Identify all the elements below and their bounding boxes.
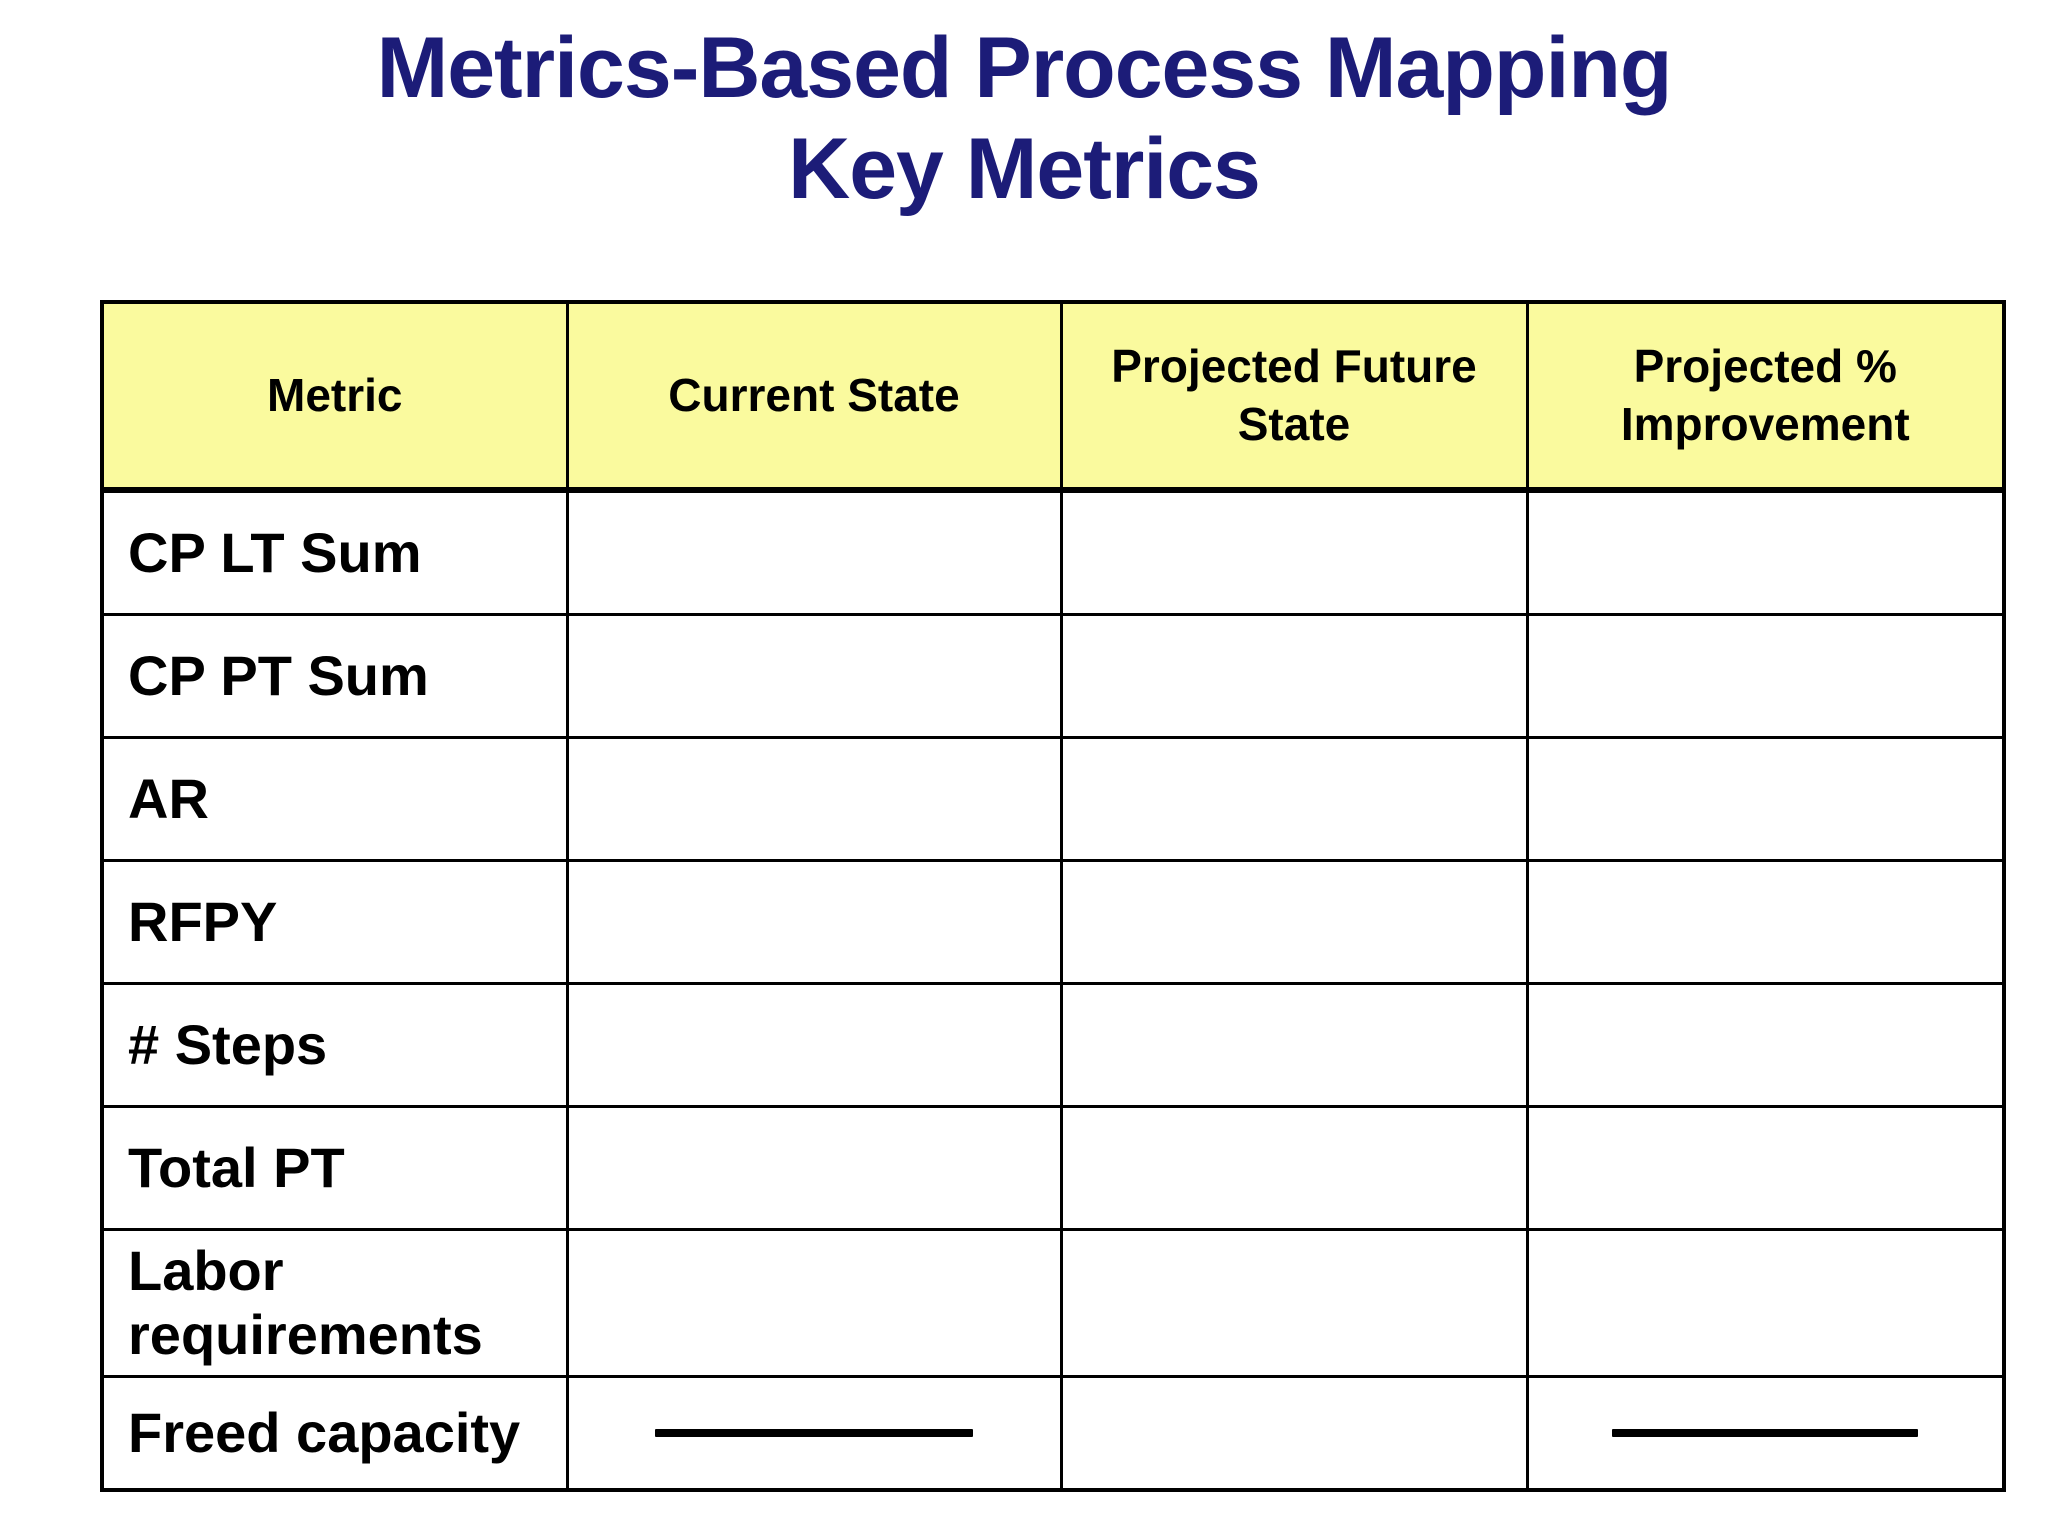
table-row-num-steps: # Steps: [100, 982, 2006, 1108]
current-state-cell: [565, 859, 1063, 985]
projected-pct-improvement-cell: [1525, 488, 2006, 616]
metric-label: CP PT Sum: [100, 613, 569, 739]
key-metrics-table: Metric Current State Projected Future St…: [100, 300, 2006, 1492]
projected-pct-improvement-cell: [1525, 1105, 2006, 1231]
table-row-cp-pt-sum: CP PT Sum: [100, 613, 2006, 739]
projected-future-state-cell: [1059, 1105, 1529, 1231]
header-row: Metric Current State Projected Future St…: [100, 300, 2006, 493]
na-dash-line: [655, 1429, 973, 1437]
metric-label: AR: [100, 736, 569, 862]
table-row-cp-lt-sum: CP LT Sum: [100, 488, 2006, 616]
col-header-projected-future-state: Projected Future State: [1059, 300, 1529, 493]
projected-future-state-cell: [1059, 982, 1529, 1108]
metric-label: RFPY: [100, 859, 569, 985]
metric-label: # Steps: [100, 982, 569, 1108]
current-state-cell: [565, 613, 1063, 739]
na-dash-line: [1612, 1429, 1919, 1437]
col-header-metric: Metric: [100, 300, 569, 493]
col-header-current-state: Current State: [565, 300, 1063, 493]
projected-pct-improvement-cell: [1525, 982, 2006, 1108]
projected-future-state-cell: [1059, 736, 1529, 862]
table-row-ar: AR: [100, 736, 2006, 862]
projected-future-state-cell: [1059, 488, 1529, 616]
current-state-cell: [565, 1228, 1063, 1378]
table-row-rfpy: RFPY: [100, 859, 2006, 985]
table-row-labor-requirements: Labor requirements: [100, 1228, 2006, 1378]
slide-title-line1: Metrics-Based Process Mapping: [376, 20, 1673, 116]
projected-pct-improvement-cell: [1525, 1228, 2006, 1378]
slide-title: Metrics-Based Process Mapping Key Metric…: [0, 18, 2048, 221]
metric-label: Labor requirements: [100, 1228, 569, 1378]
table-row-freed-capacity: Freed capacity: [100, 1375, 2006, 1492]
col-header-projected-pct-improvement: Projected % Improvement: [1525, 300, 2006, 493]
projected-future-state-cell: [1059, 859, 1529, 985]
projected-future-state-cell: [1059, 1375, 1529, 1492]
projected-pct-improvement-cell: [1525, 736, 2006, 862]
metric-label: CP LT Sum: [100, 488, 569, 616]
projected-pct-improvement-cell: [1525, 1375, 2006, 1492]
table-row-total-pt: Total PT: [100, 1105, 2006, 1231]
projected-future-state-cell: [1059, 613, 1529, 739]
slide-title-line2: Key Metrics: [788, 121, 1261, 218]
current-state-cell: [565, 488, 1063, 616]
projected-pct-improvement-cell: [1525, 859, 2006, 985]
current-state-cell: [565, 1105, 1063, 1231]
projected-pct-improvement-cell: [1525, 613, 2006, 739]
projected-future-state-cell: [1059, 1228, 1529, 1378]
current-state-cell: [565, 982, 1063, 1108]
current-state-cell: [565, 736, 1063, 862]
current-state-cell: [565, 1375, 1063, 1492]
metric-label: Freed capacity: [100, 1375, 569, 1492]
metric-label: Total PT: [100, 1105, 569, 1231]
